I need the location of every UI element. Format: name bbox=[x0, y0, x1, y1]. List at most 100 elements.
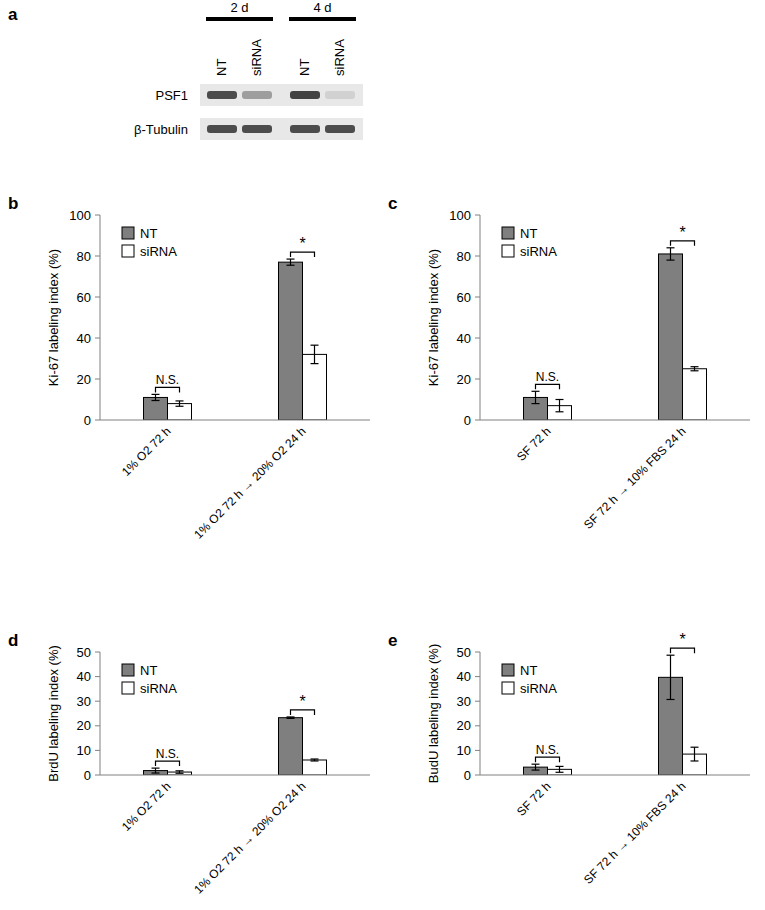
y-tick-label: 60 bbox=[457, 290, 471, 305]
blot-strip bbox=[200, 118, 363, 140]
plot-area bbox=[144, 717, 327, 775]
error-cap bbox=[667, 699, 675, 700]
bar bbox=[683, 369, 707, 420]
chart: e01020304050BudU labeling index (%)SF 72… bbox=[388, 631, 750, 887]
y-tick bbox=[95, 725, 100, 726]
y-axis bbox=[480, 652, 481, 775]
error-cap bbox=[556, 772, 564, 773]
error-cap bbox=[691, 760, 699, 761]
y-tick bbox=[95, 652, 100, 653]
figure: a2 d4 dNTsiRNANTsiRNAPSF1β-Tubulinb02040… bbox=[0, 0, 765, 910]
y-tick-label: 0 bbox=[84, 768, 91, 783]
significance-bracket bbox=[671, 648, 695, 653]
error-cap bbox=[287, 716, 295, 717]
error-line bbox=[314, 345, 315, 363]
error-cap bbox=[556, 411, 564, 412]
band bbox=[325, 91, 355, 99]
row-label: β-Tubulin bbox=[134, 122, 188, 137]
x-tick-label: SF 72 h bbox=[514, 424, 554, 464]
error-line bbox=[559, 766, 560, 772]
chart: b020406080100Ki-67 labeling index (%)1% … bbox=[8, 194, 370, 542]
error-cap bbox=[311, 363, 319, 364]
error-cap bbox=[667, 247, 675, 248]
chart: d01020304050BrdU labeling index (%)1% O2… bbox=[8, 631, 370, 897]
band bbox=[207, 125, 237, 133]
error-line bbox=[559, 400, 560, 412]
y-tick-label: 100 bbox=[69, 208, 91, 223]
significance-bracket bbox=[291, 252, 315, 257]
error-line bbox=[535, 391, 536, 403]
y-axis bbox=[100, 652, 101, 775]
error-cap bbox=[556, 399, 564, 400]
error-cap bbox=[667, 655, 675, 656]
bar bbox=[279, 718, 303, 775]
error-bar bbox=[667, 655, 675, 699]
legend-label: siRNA bbox=[140, 681, 177, 696]
error-bar bbox=[691, 367, 699, 371]
y-tick-label: 0 bbox=[464, 768, 471, 783]
lane-label: siRNA bbox=[249, 39, 264, 76]
y-tick-label: 10 bbox=[77, 743, 91, 758]
bar bbox=[303, 354, 327, 420]
error-cap bbox=[667, 260, 675, 261]
error-cap bbox=[152, 772, 160, 773]
error-cap bbox=[176, 406, 184, 407]
error-bar bbox=[556, 400, 564, 412]
y-tick bbox=[95, 256, 100, 257]
significance-label: * bbox=[679, 631, 685, 648]
error-line bbox=[535, 764, 536, 770]
y-tick-label: 20 bbox=[457, 372, 471, 387]
y-tick-label: 50 bbox=[457, 645, 471, 660]
group-label: 2 d bbox=[230, 0, 248, 15]
error-line bbox=[155, 768, 156, 773]
band bbox=[242, 91, 272, 99]
y-tick-label: 40 bbox=[457, 331, 471, 346]
error-line bbox=[290, 259, 291, 265]
legend-label: NT bbox=[520, 226, 537, 241]
band bbox=[242, 125, 272, 133]
y-tick bbox=[475, 420, 480, 421]
x-axis bbox=[480, 775, 750, 776]
y-tick bbox=[475, 750, 480, 751]
y-tick bbox=[475, 215, 480, 216]
error-cap bbox=[691, 366, 699, 367]
error-bar bbox=[532, 391, 540, 403]
y-tick bbox=[95, 676, 100, 677]
lane-label: NT bbox=[297, 59, 312, 76]
y-tick-label: 0 bbox=[464, 413, 471, 428]
x-tick-label: 1% O2 72 h bbox=[119, 779, 174, 834]
y-tick bbox=[95, 379, 100, 380]
chart: c020406080100Ki-67 labeling index (%)SF … bbox=[388, 194, 750, 532]
error-line bbox=[694, 747, 695, 761]
x-tick-label: SF 72 h bbox=[514, 779, 554, 819]
legend-swatch bbox=[502, 664, 514, 676]
band bbox=[290, 125, 320, 133]
error-bar bbox=[667, 248, 675, 260]
error-line bbox=[670, 655, 671, 699]
y-tick bbox=[95, 297, 100, 298]
y-tick bbox=[95, 215, 100, 216]
significance-bracket bbox=[536, 757, 560, 762]
lane-label: NT bbox=[214, 59, 229, 76]
group-label: 4 d bbox=[313, 0, 331, 15]
bar bbox=[279, 262, 303, 420]
y-tick-label: 40 bbox=[77, 331, 91, 346]
significance-label: * bbox=[299, 235, 305, 252]
legend-swatch bbox=[122, 227, 134, 239]
y-tick-label: 10 bbox=[457, 743, 471, 758]
error-bar bbox=[311, 759, 319, 761]
error-bar bbox=[532, 764, 540, 770]
panel-letter: a bbox=[8, 5, 18, 24]
error-cap bbox=[311, 760, 319, 761]
y-axis bbox=[480, 215, 481, 420]
error-cap bbox=[287, 265, 295, 266]
blot-strip bbox=[200, 84, 363, 106]
error-cap bbox=[311, 345, 319, 346]
error-cap bbox=[176, 773, 184, 774]
y-tick bbox=[95, 775, 100, 776]
y-tick-label: 20 bbox=[77, 718, 91, 733]
legend-label: NT bbox=[140, 226, 157, 241]
error-bar bbox=[556, 766, 564, 772]
x-axis bbox=[100, 420, 370, 421]
error-bar bbox=[152, 768, 160, 773]
